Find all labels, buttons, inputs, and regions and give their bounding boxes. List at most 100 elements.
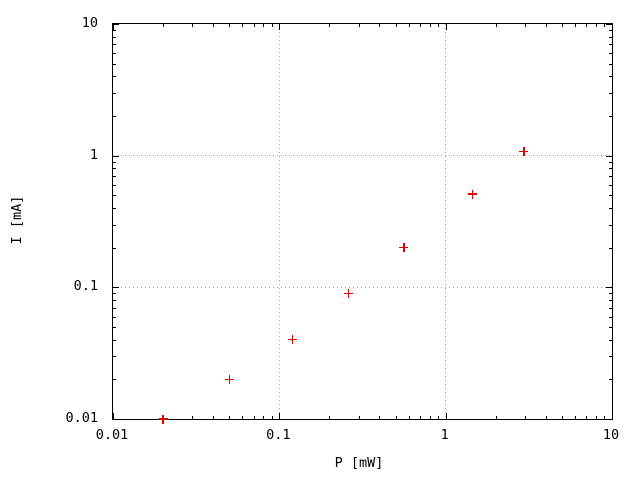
x-tick-mark-top [329, 24, 331, 27]
y-tick-mark-right [609, 30, 612, 32]
x-tick-mark-top [113, 24, 114, 30]
x-tick-mark-bottom [242, 416, 244, 419]
y-tick-mark-right [609, 356, 612, 358]
x-tick-mark-bottom [192, 416, 194, 419]
x-tick-mark-bottom [229, 416, 231, 419]
x-tick-mark-top [271, 24, 273, 27]
grid-line-vertical [278, 24, 280, 419]
x-tick-mark-top [561, 24, 563, 27]
y-tick-mark-left [113, 208, 116, 210]
x-tick-mark-top [445, 24, 447, 30]
y-tick-mark-right [609, 44, 612, 46]
x-tick-mark-bottom [575, 416, 577, 419]
y-tick-mark-left [113, 326, 116, 328]
x-tick-mark-top [575, 24, 577, 27]
data-point-marker [399, 243, 409, 253]
y-tick-mark-right [609, 247, 612, 249]
x-tick-mark-top [192, 24, 194, 27]
x-tick-mark-bottom [271, 416, 273, 419]
y-tick-mark-right [609, 316, 612, 318]
x-tick-mark-top [495, 24, 497, 27]
y-tick-mark-left [113, 36, 116, 38]
x-tick-mark-top [242, 24, 244, 27]
x-tick-mark-bottom [395, 416, 397, 419]
data-point-marker [468, 189, 477, 199]
x-tick-mark-bottom [263, 416, 265, 419]
y-tick-mark-right [609, 379, 612, 381]
x-tick-mark-top [429, 24, 431, 27]
y-tick-mark-right [609, 224, 612, 226]
x-tick-mark-top [358, 24, 360, 27]
y-tick-mark-left [113, 419, 119, 420]
data-point-marker [288, 335, 297, 345]
y-tick-mark-right [609, 339, 612, 341]
x-tick-mark-top [253, 24, 255, 27]
y-tick-mark-left [113, 176, 116, 178]
data-point-marker [519, 146, 529, 156]
x-tick-mark-bottom [429, 416, 431, 419]
x-tick-label: 1 [440, 427, 449, 443]
marker-vertical-bar [291, 335, 294, 345]
y-tick-mark-right [609, 195, 612, 197]
y-tick-mark-right [609, 76, 612, 78]
x-tick-mark-bottom [445, 413, 447, 419]
x-tick-mark-bottom [253, 416, 255, 419]
x-tick-mark-top [408, 24, 410, 27]
y-tick-label: 10 [81, 15, 98, 31]
x-tick-mark-top [279, 24, 281, 30]
marker-vertical-bar [162, 414, 164, 424]
y-axis-title: I [mA] [9, 195, 25, 245]
y-tick-mark-left [113, 168, 116, 170]
y-tick-mark-right [606, 419, 612, 420]
y-tick-mark-left [113, 44, 116, 46]
x-tick-mark-top [419, 24, 421, 27]
x-tick-mark-top [545, 24, 547, 27]
x-tick-mark-bottom [604, 416, 606, 419]
x-tick-mark-bottom [419, 416, 421, 419]
data-point-marker [224, 374, 234, 384]
y-tick-mark-left [113, 63, 116, 65]
y-tick-label: 0.01 [65, 410, 98, 426]
y-tick-mark-left [113, 92, 116, 94]
x-tick-mark-top [586, 24, 588, 27]
x-tick-mark-top [438, 24, 440, 27]
x-tick-label: 0.01 [95, 427, 129, 443]
x-tick-mark-top [379, 24, 381, 27]
y-tick-mark-right [609, 168, 612, 170]
x-tick-mark-bottom [561, 416, 563, 419]
grid-line-vertical [445, 24, 447, 419]
y-tick-mark-left [113, 116, 116, 118]
x-tick-mark-bottom [329, 416, 331, 419]
y-tick-mark-right [606, 287, 612, 289]
x-tick-mark-bottom [612, 413, 613, 419]
y-tick-mark-left [113, 224, 116, 226]
y-tick-mark-right [609, 307, 612, 309]
y-tick-mark-right [609, 176, 612, 178]
x-tick-mark-top [229, 24, 231, 27]
x-tick-mark-bottom [358, 416, 360, 419]
y-tick-mark-left [113, 30, 116, 32]
y-tick-label: 0.1 [73, 278, 98, 295]
x-tick-label: 10 [602, 427, 620, 443]
x-tick-mark-top [395, 24, 397, 27]
y-tick-mark-right [609, 326, 612, 328]
x-axis-title: P [mW] [334, 455, 384, 471]
y-tick-mark-right [609, 161, 612, 163]
x-tick-mark-bottom [279, 413, 281, 419]
x-tick-mark-bottom [495, 416, 497, 419]
data-point-marker [158, 414, 168, 424]
x-tick-mark-bottom [438, 416, 440, 419]
y-tick-mark-left [113, 24, 119, 25]
x-tick-mark-top [525, 24, 527, 27]
x-tick-mark-top [163, 24, 165, 27]
y-tick-mark-right [606, 24, 612, 25]
y-tick-mark-right [609, 36, 612, 38]
y-tick-mark-left [113, 184, 116, 186]
y-tick-mark-right [606, 155, 612, 157]
y-tick-mark-left [113, 76, 116, 78]
marker-vertical-bar [471, 189, 474, 199]
y-tick-mark-right [609, 293, 612, 295]
x-tick-label: 0.1 [266, 427, 291, 443]
marker-vertical-bar [228, 374, 230, 384]
